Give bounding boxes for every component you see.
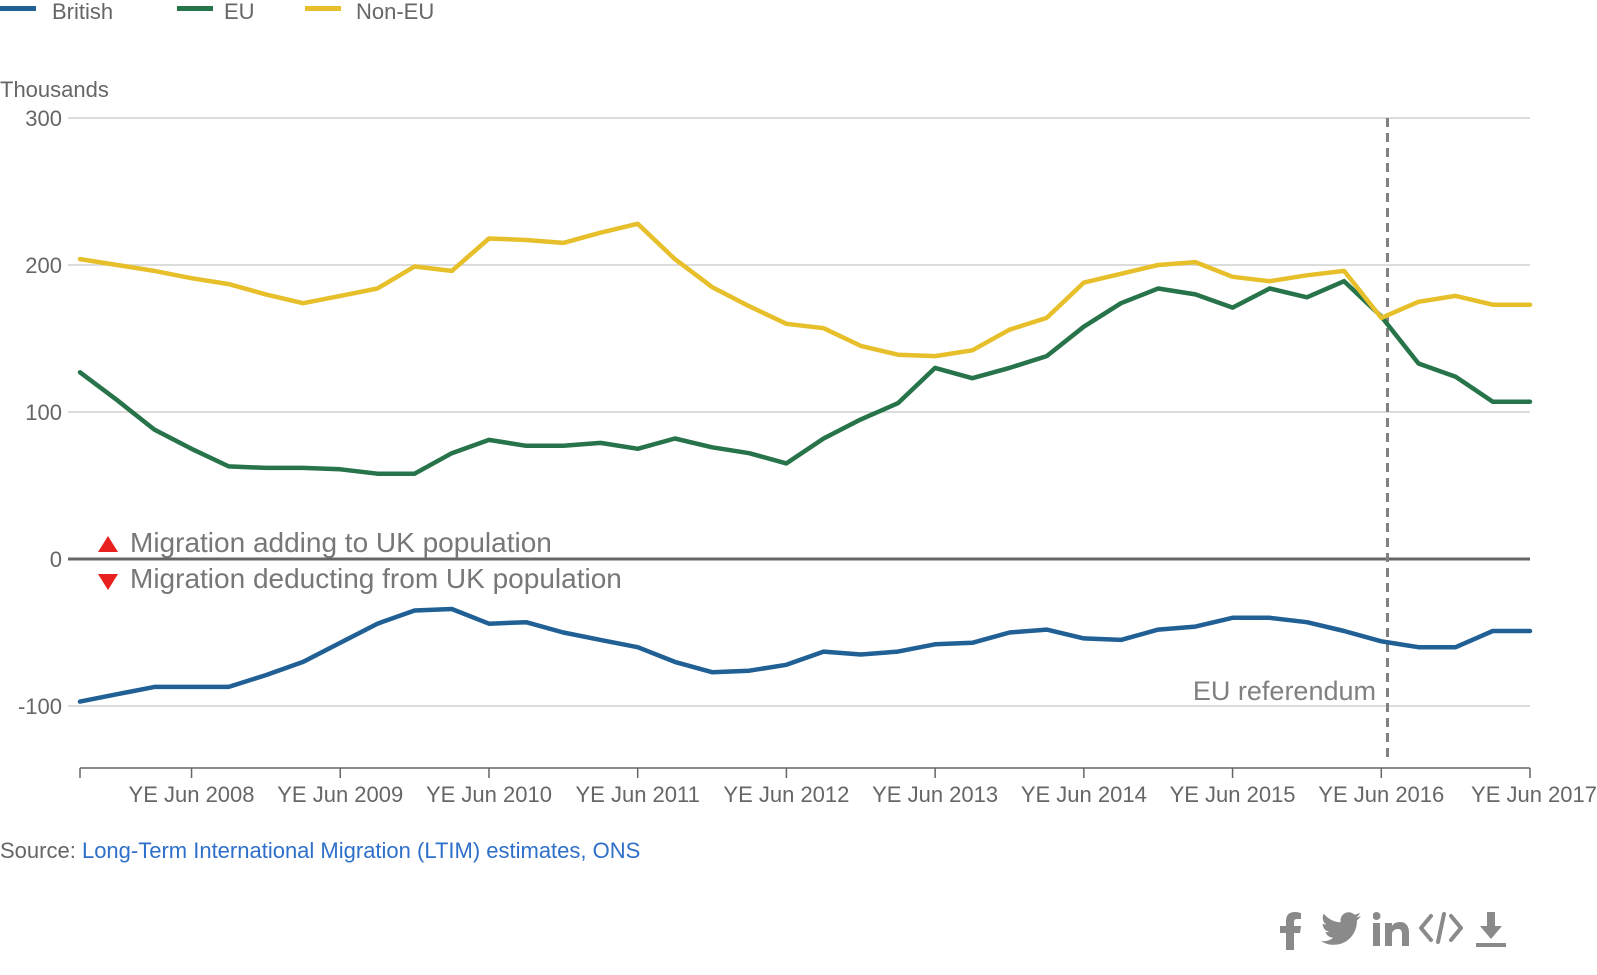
- gridlines: [68, 117, 1530, 707]
- legend-label-non-eu: Non-EU: [356, 0, 434, 24]
- twitter-icon[interactable]: [1316, 912, 1366, 956]
- x-tick-label: YE Jun 2009: [277, 782, 403, 807]
- migration-line-chart: British EU Non-EU Thousands 300 200 100 0 -1…: [0, 0, 1597, 807]
- series-line-british: [77, 606, 1533, 704]
- x-tick-label: YE Jun 2008: [129, 782, 255, 807]
- embed-code-icon[interactable]: [1416, 912, 1466, 956]
- x-tick-label: YE Jun 2014: [1021, 782, 1147, 807]
- legend-item-non-eu[interactable]: Non-EU: [305, 0, 434, 24]
- series-line-eu: [77, 278, 1533, 476]
- y-tick-label: 100: [25, 400, 62, 425]
- download-icon[interactable]: [1466, 912, 1516, 956]
- share-toolbar: [1266, 912, 1516, 956]
- y-axis-label: Thousands: [0, 77, 109, 102]
- x-tick-label: YE Jun 2013: [872, 782, 998, 807]
- x-tick-label: YE Jun 2015: [1170, 782, 1296, 807]
- series-line-non-eu: [77, 221, 1533, 359]
- legend-swatch-non-eu: [305, 6, 341, 11]
- x-axis: YE Jun 2008 YE Jun 2009 YE Jun 2010 YE Jun …: [79, 767, 1597, 807]
- x-tick-label: YE Jun 2016: [1318, 782, 1444, 807]
- legend: British EU Non-EU: [0, 0, 434, 24]
- legend-item-eu[interactable]: EU: [177, 0, 255, 24]
- x-tick-label: YE Jun 2010: [426, 782, 552, 807]
- source-link[interactable]: Long-Term International Migration (LTIM)…: [81, 838, 641, 863]
- triangle-up-icon: [98, 536, 118, 552]
- y-tick-label: 300: [25, 106, 62, 131]
- source-label: Source:: [0, 838, 76, 863]
- legend-swatch-eu: [177, 6, 213, 11]
- series-lines: [77, 221, 1533, 704]
- eu-referendum-label: EU referendum: [1193, 676, 1376, 706]
- legend-item-british[interactable]: British: [0, 0, 113, 24]
- legend-label-british: British: [52, 0, 113, 24]
- legend-swatch-british: [0, 6, 36, 11]
- y-tick-label: 0: [50, 547, 62, 572]
- facebook-icon[interactable]: [1266, 912, 1316, 956]
- annotation-deducting-text: Migration deducting from UK population: [130, 563, 622, 594]
- triangle-down-icon: [98, 574, 118, 590]
- x-tick-label: YE Jun 2017: [1471, 782, 1597, 807]
- annotation-adding-text: Migration adding to UK population: [130, 527, 552, 558]
- x-tick-label: YE Jun 2012: [723, 782, 849, 807]
- annotation-deducting: Migration deducting from UK population: [98, 563, 622, 594]
- linkedin-icon[interactable]: [1366, 912, 1416, 956]
- x-tick-label: YE Jun 2011: [576, 782, 700, 807]
- legend-label-eu: EU: [224, 0, 255, 24]
- y-tick-label: -100: [18, 694, 62, 719]
- y-axis-ticks: 300 200 100 0 -100: [18, 106, 62, 719]
- y-tick-label: 200: [25, 253, 62, 278]
- annotation-adding: Migration adding to UK population: [98, 527, 552, 558]
- source-line: Source: Long-Term International Migratio…: [0, 838, 640, 864]
